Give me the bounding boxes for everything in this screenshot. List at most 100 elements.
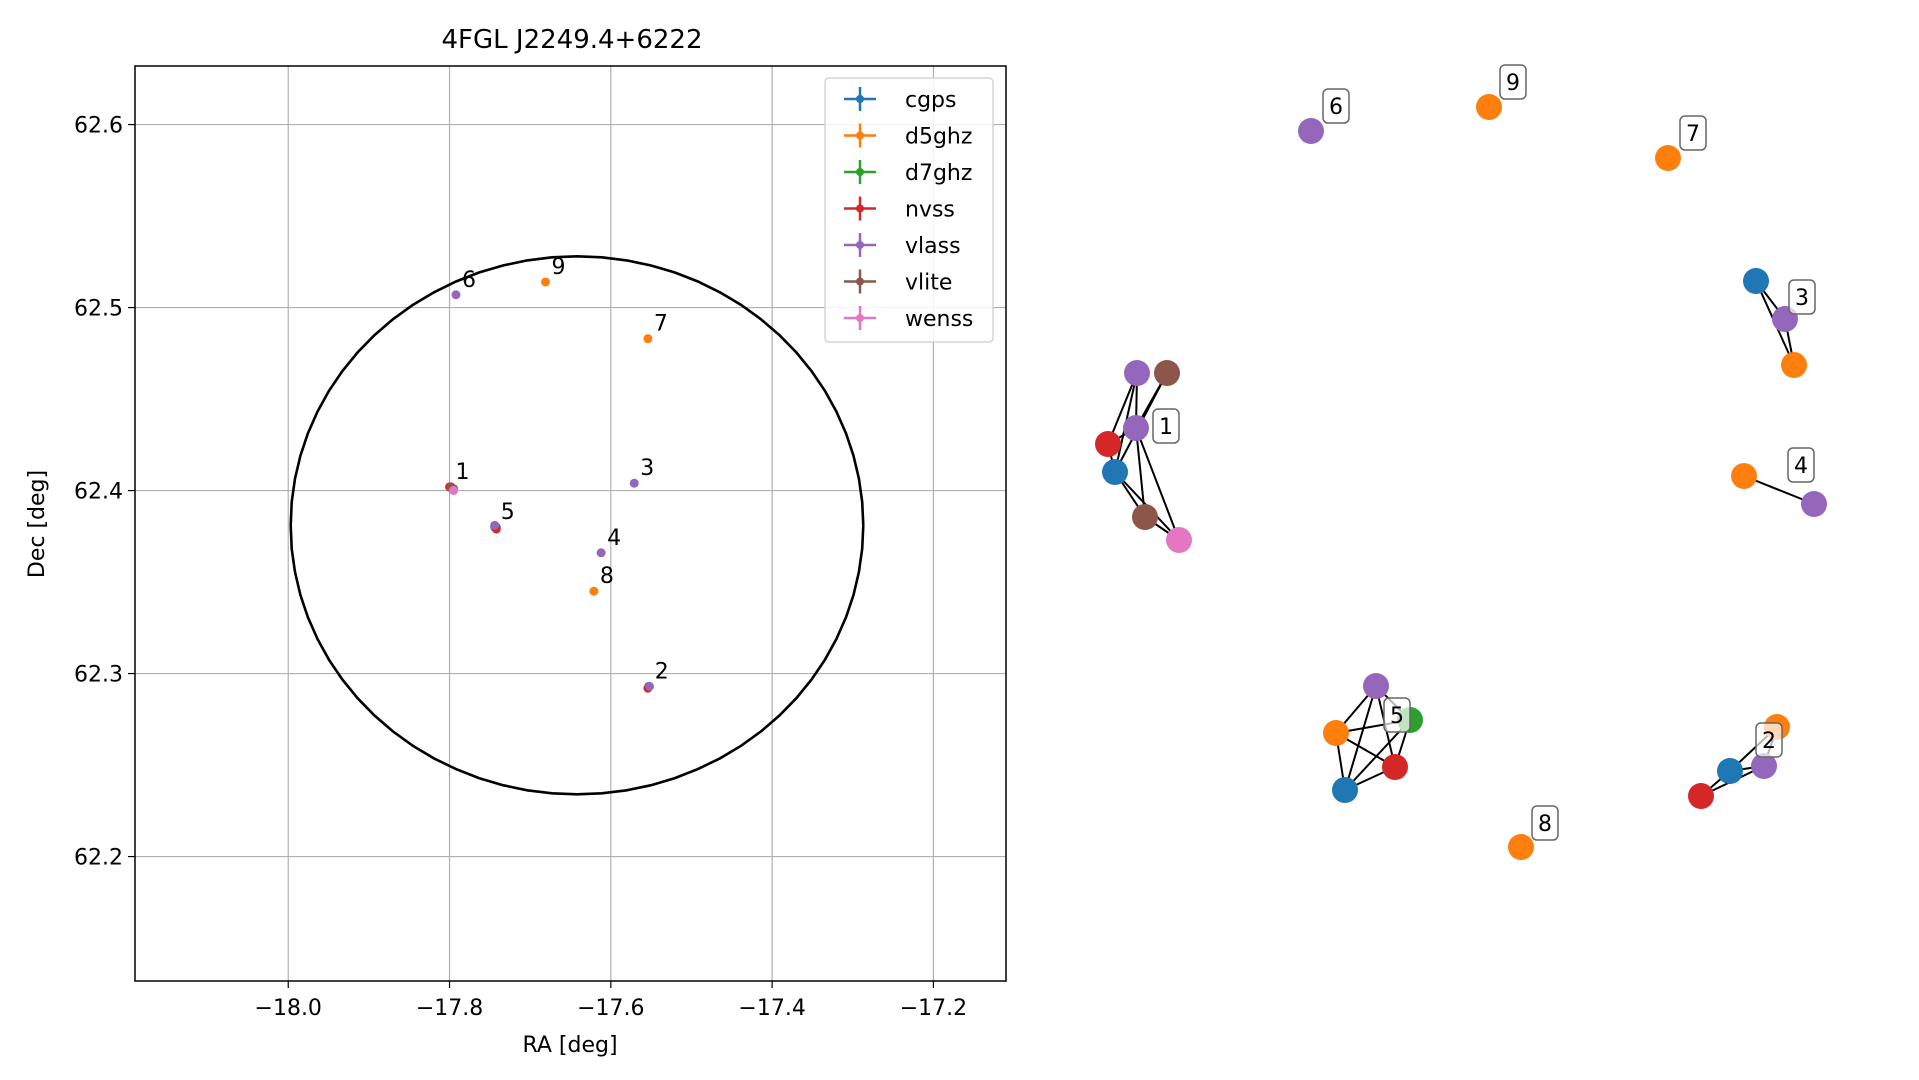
- network-node-vlite: [1154, 360, 1180, 386]
- cluster-label-text: 5: [1390, 704, 1404, 729]
- point-label: 6: [462, 268, 476, 293]
- cluster-label-box: [1679, 115, 1707, 151]
- error-circle: [289, 254, 865, 796]
- point-label: 7: [654, 312, 668, 337]
- legend-label: vlite: [905, 271, 952, 296]
- data-point-vlass: [629, 478, 639, 488]
- point-label: 2: [655, 659, 669, 684]
- cluster-label-7: 7: [1679, 115, 1707, 151]
- nodes-layer: [1095, 94, 1827, 860]
- network-node-vlite: [1132, 504, 1158, 530]
- network-node-wenss: [1166, 527, 1192, 553]
- network-edge: [1135, 427, 1180, 541]
- network-node-vlass: [1298, 118, 1324, 144]
- network-node-vlass: [1124, 360, 1150, 386]
- node-labels-layer: 1 2 3 4 5 6 7 8 9: [1152, 64, 1816, 841]
- data-point-vlass: [645, 681, 655, 691]
- edges-layer: [1107, 280, 1815, 797]
- cluster-label-text: 9: [1506, 71, 1520, 96]
- cluster-label-box: [1499, 64, 1527, 100]
- data-point-d5ghz: [643, 334, 653, 344]
- point-label: 1: [456, 460, 470, 485]
- y-tick-label: 62.4: [74, 480, 123, 505]
- cluster-label-box: [1755, 722, 1783, 758]
- cluster-label-text: 6: [1329, 95, 1343, 120]
- cluster-label-box: [1531, 805, 1559, 841]
- data-point-d5ghz: [589, 586, 599, 596]
- network-node-vlass: [1123, 415, 1149, 441]
- legend-marker-dot: [856, 204, 864, 213]
- legend-item-d7ghz: d7ghz: [844, 160, 972, 186]
- legend-label: d7ghz: [905, 161, 972, 186]
- x-tick-label: −17.2: [900, 996, 967, 1021]
- legend-item-vlite: vlite: [844, 269, 952, 296]
- chart-title: 4FGL J2249.4+6222: [442, 25, 703, 55]
- point-label: 3: [640, 456, 654, 481]
- y-tick-label: 62.6: [74, 114, 123, 139]
- legend-label: wenss: [905, 307, 973, 332]
- legend-label: vlass: [905, 234, 961, 259]
- network-node-cgps: [1102, 459, 1128, 485]
- data-point-vlass: [490, 520, 500, 530]
- cluster-label-4: 4: [1787, 447, 1815, 483]
- y-tick-label: 62.3: [74, 663, 123, 688]
- network-node-d5ghz: [1476, 94, 1502, 120]
- legend-item-d5ghz: d5ghz: [844, 123, 972, 150]
- x-tick-label: −17.4: [738, 996, 805, 1021]
- cluster-label-5: 5: [1383, 697, 1411, 733]
- legend-marker-dot: [856, 277, 864, 286]
- legend-marker-dot: [856, 131, 864, 140]
- legend-marker-dot: [856, 241, 864, 249]
- plot-frame: [134, 65, 1007, 982]
- cluster-label-box: [1152, 408, 1180, 444]
- x-axis-label: RA [deg]: [522, 1033, 617, 1058]
- cluster-label-text: 1: [1159, 415, 1173, 440]
- x-axis-ticks: −18.0 −17.8 −17.6 −17.4 −17.2: [255, 981, 967, 1021]
- network-node-vlass: [1363, 673, 1389, 699]
- cluster-label-box: [1383, 697, 1411, 733]
- network-node-nvss: [1095, 431, 1121, 457]
- network-edge: [1344, 685, 1377, 791]
- network-node-cgps: [1332, 777, 1358, 803]
- cluster-label-box: [1787, 447, 1815, 483]
- y-axis-label: Dec [deg]: [25, 470, 50, 578]
- network-node-nvss: [1382, 754, 1408, 780]
- point-label: 8: [600, 564, 614, 589]
- cluster-label-2: 2: [1755, 722, 1783, 758]
- legend-marker-dot: [856, 95, 864, 103]
- network-node-cgps: [1717, 758, 1743, 784]
- cluster-label-text: 8: [1538, 812, 1552, 837]
- legend-marker-dot: [856, 314, 864, 322]
- network-node-d5ghz: [1655, 145, 1681, 171]
- data-point-d5ghz: [540, 277, 550, 287]
- network-panel: 1 2 3 4 5 6 7 8 9: [1095, 64, 1827, 860]
- cluster-label-8: 8: [1531, 805, 1559, 841]
- cluster-label-6: 6: [1322, 88, 1350, 124]
- data-point-vlass: [451, 290, 461, 300]
- cluster-label-text: 7: [1686, 122, 1700, 147]
- legend: cgps d5ghz d7ghz nvss vlass vlite wenss: [824, 77, 994, 343]
- network-node-cgps: [1743, 268, 1769, 294]
- network-node-d5ghz: [1731, 463, 1757, 489]
- cluster-label-text: 4: [1794, 454, 1808, 479]
- legend-item-vlass: vlass: [844, 233, 961, 259]
- legend-item-cgps: cgps: [844, 87, 957, 113]
- cluster-label-text: 3: [1795, 286, 1809, 311]
- y-tick-label: 62.2: [74, 846, 123, 871]
- data-point-vlass: [596, 548, 606, 558]
- cluster-label-3: 3: [1788, 279, 1816, 315]
- network-node-d5ghz: [1508, 834, 1534, 860]
- y-tick-label: 62.5: [74, 297, 123, 322]
- point-label: 9: [551, 255, 565, 280]
- legend-marker-dot: [856, 168, 864, 176]
- network-node-d5ghz: [1781, 352, 1807, 378]
- legend-label: d5ghz: [905, 125, 972, 150]
- error-circle-layer: [289, 254, 865, 796]
- point-label: 5: [501, 500, 515, 525]
- network-node-vlass: [1751, 753, 1777, 779]
- point-label: 4: [607, 526, 621, 551]
- network-node-d5ghz: [1323, 720, 1349, 746]
- cluster-label-9: 9: [1499, 64, 1527, 100]
